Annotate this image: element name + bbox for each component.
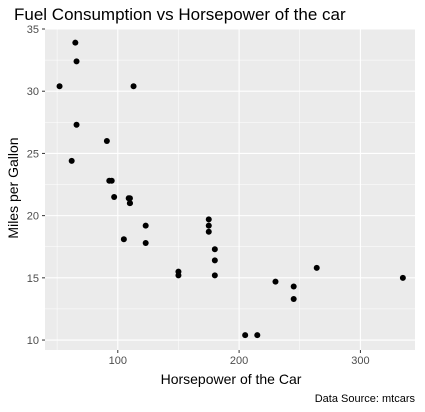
y-axis-title: Miles per Gallon	[5, 137, 21, 238]
data-point	[399, 274, 406, 281]
x-axis-title: Horsepower of the Car	[161, 371, 302, 387]
grid-lines	[45, 28, 415, 350]
data-point	[142, 222, 149, 229]
data-point	[205, 228, 212, 235]
data-point	[125, 195, 132, 202]
data-point	[211, 246, 218, 253]
data-point	[130, 83, 137, 90]
data-point	[108, 177, 115, 184]
x-tick-label: 200	[230, 355, 248, 367]
data-point	[73, 121, 80, 128]
y-tick-label: 35	[27, 24, 39, 36]
x-axis-ticks: 100 200 300	[109, 350, 370, 367]
data-point	[120, 236, 127, 243]
plot-panel	[45, 29, 415, 350]
data-point	[205, 216, 212, 223]
data-source-caption: Data Source: mtcars	[315, 393, 416, 405]
data-point	[211, 257, 218, 264]
data-point	[142, 240, 149, 246]
y-tick-label: 25	[27, 148, 39, 160]
data-point	[272, 278, 279, 285]
data-point	[290, 283, 297, 290]
data-points	[56, 39, 406, 339]
data-point	[103, 137, 110, 144]
data-point	[313, 264, 320, 271]
data-point	[211, 272, 218, 279]
data-point	[56, 83, 63, 90]
chart-title: Fuel Consumption vs Horsepower of the ca…	[14, 5, 346, 24]
data-point	[205, 222, 212, 229]
data-point	[175, 272, 182, 279]
data-point	[72, 39, 79, 46]
y-axis-ticks: 10 15 20 25 30 35	[27, 24, 45, 347]
data-point	[68, 157, 75, 164]
x-tick-label: 100	[109, 355, 127, 367]
data-point	[126, 200, 133, 207]
x-tick-label: 300	[351, 355, 369, 367]
y-tick-label: 20	[27, 211, 39, 223]
data-point	[111, 193, 118, 200]
data-point	[290, 295, 297, 302]
y-tick-label: 10	[27, 335, 39, 347]
data-point	[73, 58, 80, 65]
y-tick-label: 15	[27, 273, 39, 285]
data-point	[242, 332, 249, 339]
y-tick-label: 30	[27, 86, 39, 98]
data-point	[254, 332, 261, 339]
